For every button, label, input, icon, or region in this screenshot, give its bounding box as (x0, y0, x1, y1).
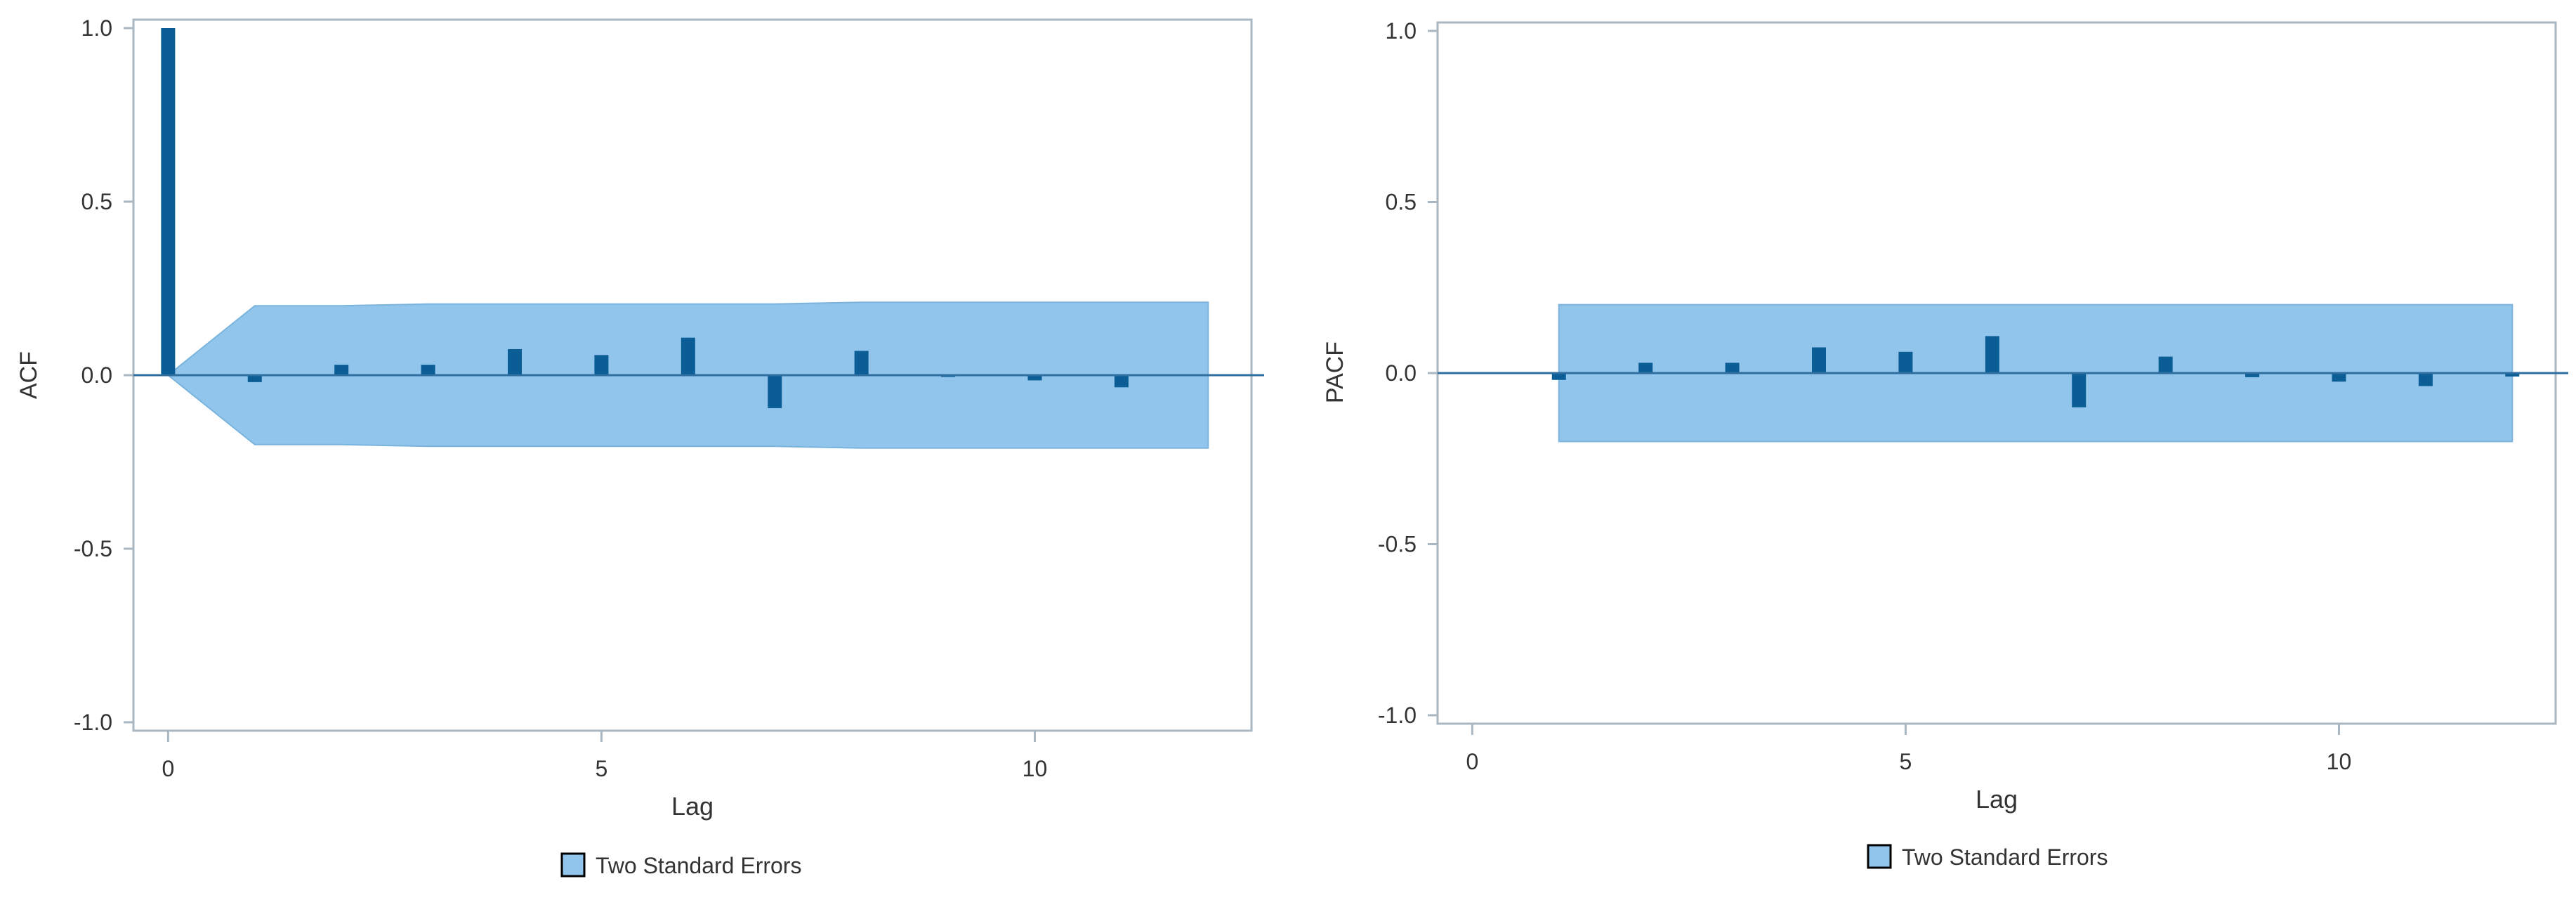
pacf-bar-lag-6 (1985, 336, 1999, 373)
pacf-y-axis-label: PACF (1322, 341, 1348, 403)
acf-bar-lag-5 (594, 355, 609, 375)
pacf-y-tick-label: 0.0 (1386, 360, 1417, 386)
acf-bar-lag-1 (247, 375, 262, 382)
pacf-x-axis-label: Lag (1976, 785, 2018, 814)
acf-x-tick-label: 0 (162, 756, 174, 781)
acf-y-tick-label: 0.0 (81, 363, 112, 388)
acf-x-tick-label: 5 (596, 756, 608, 781)
pacf-bar-lag-3 (1725, 363, 1740, 373)
acf-y-tick-label: 0.5 (81, 189, 112, 214)
pacf-bar-lag-2 (1638, 363, 1653, 373)
acf-legend: Two Standard Errors (560, 852, 801, 878)
pacf-bar-lag-11 (2418, 373, 2433, 386)
acf-x-axis-label: Lag (671, 792, 714, 821)
pacf-bar-lag-5 (1898, 351, 1913, 373)
acf-y-axis-label: ACF (15, 351, 42, 399)
pacf-panel: 1.0 0.5 0.0 -0.5 -1.0 0 5 10 PACF Lag Two Stan… (1322, 18, 2568, 870)
acf-bar-lag-3 (421, 365, 435, 375)
pacf-y-tick-label: -0.5 (1378, 532, 1417, 557)
pacf-x-tick-label: 10 (2327, 749, 2352, 774)
acf-legend-label: Two Standard Errors (596, 853, 801, 878)
acf-panel: 1.0 0.5 0.0 -0.5 -1.0 0 5 10 ACF Lag Two Stand… (15, 15, 1264, 878)
pacf-bar-lag-12 (2505, 373, 2520, 377)
acf-bar-lag-0 (161, 28, 176, 375)
pacf-bar-lag-4 (1812, 347, 1827, 373)
acf-bar-lag-4 (508, 348, 523, 375)
pacf-y-tick-label: 1.0 (1386, 18, 1417, 44)
acf-y-tick-label: -0.5 (74, 536, 112, 561)
pacf-y-tick-label: -1.0 (1378, 703, 1417, 728)
pacf-x-tick-label: 5 (1900, 749, 1912, 774)
acf-y-tick-label: -1.0 (74, 710, 112, 735)
pacf-y-tick-label: 0.5 (1386, 190, 1417, 215)
pacf-bar-lag-8 (2158, 356, 2173, 373)
pacf-legend-swatch (1867, 844, 1892, 869)
acf-legend-swatch (560, 852, 586, 878)
pacf-legend: Two Standard Errors (1867, 844, 2108, 870)
acf-bar-lag-2 (334, 365, 349, 375)
pacf-legend-label: Two Standard Errors (1902, 844, 2108, 870)
pacf-bar-lag-10 (2332, 373, 2346, 382)
acf-bar-lag-6 (681, 337, 695, 375)
acf-x-tick-label: 10 (1023, 756, 1048, 781)
acf-bar-lag-7 (768, 375, 782, 408)
pacf-bar-lag-7 (2072, 373, 2087, 407)
acf-bar-lag-8 (854, 351, 869, 375)
acf-bar-lag-10 (1027, 375, 1042, 381)
pacf-bar-lag-9 (2245, 373, 2260, 377)
pacf-x-tick-label: 0 (1466, 749, 1478, 774)
acf-bar-lag-11 (1114, 375, 1129, 388)
acf-y-tick-label: 1.0 (81, 15, 112, 41)
pacf-bar-lag-1 (1551, 373, 1566, 380)
